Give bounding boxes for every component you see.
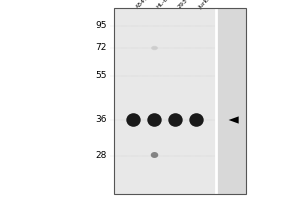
Text: 28: 28 [95, 152, 106, 160]
Text: 36: 36 [95, 116, 106, 124]
Ellipse shape [168, 113, 183, 127]
Text: 293: 293 [177, 0, 189, 10]
Text: 95: 95 [95, 21, 106, 30]
Ellipse shape [189, 113, 204, 127]
Polygon shape [229, 116, 239, 124]
Text: 55: 55 [95, 72, 106, 80]
Text: 72: 72 [95, 44, 106, 52]
Ellipse shape [147, 113, 162, 127]
Text: HL-60: HL-60 [156, 0, 172, 10]
Bar [216, 8, 246, 194]
Text: A549: A549 [135, 0, 150, 10]
Bar [114, 8, 246, 194]
Ellipse shape [126, 113, 141, 127]
Text: Jurkat: Jurkat [198, 0, 214, 10]
Bar [114, 8, 216, 194]
Ellipse shape [151, 46, 158, 50]
Ellipse shape [151, 152, 158, 158]
